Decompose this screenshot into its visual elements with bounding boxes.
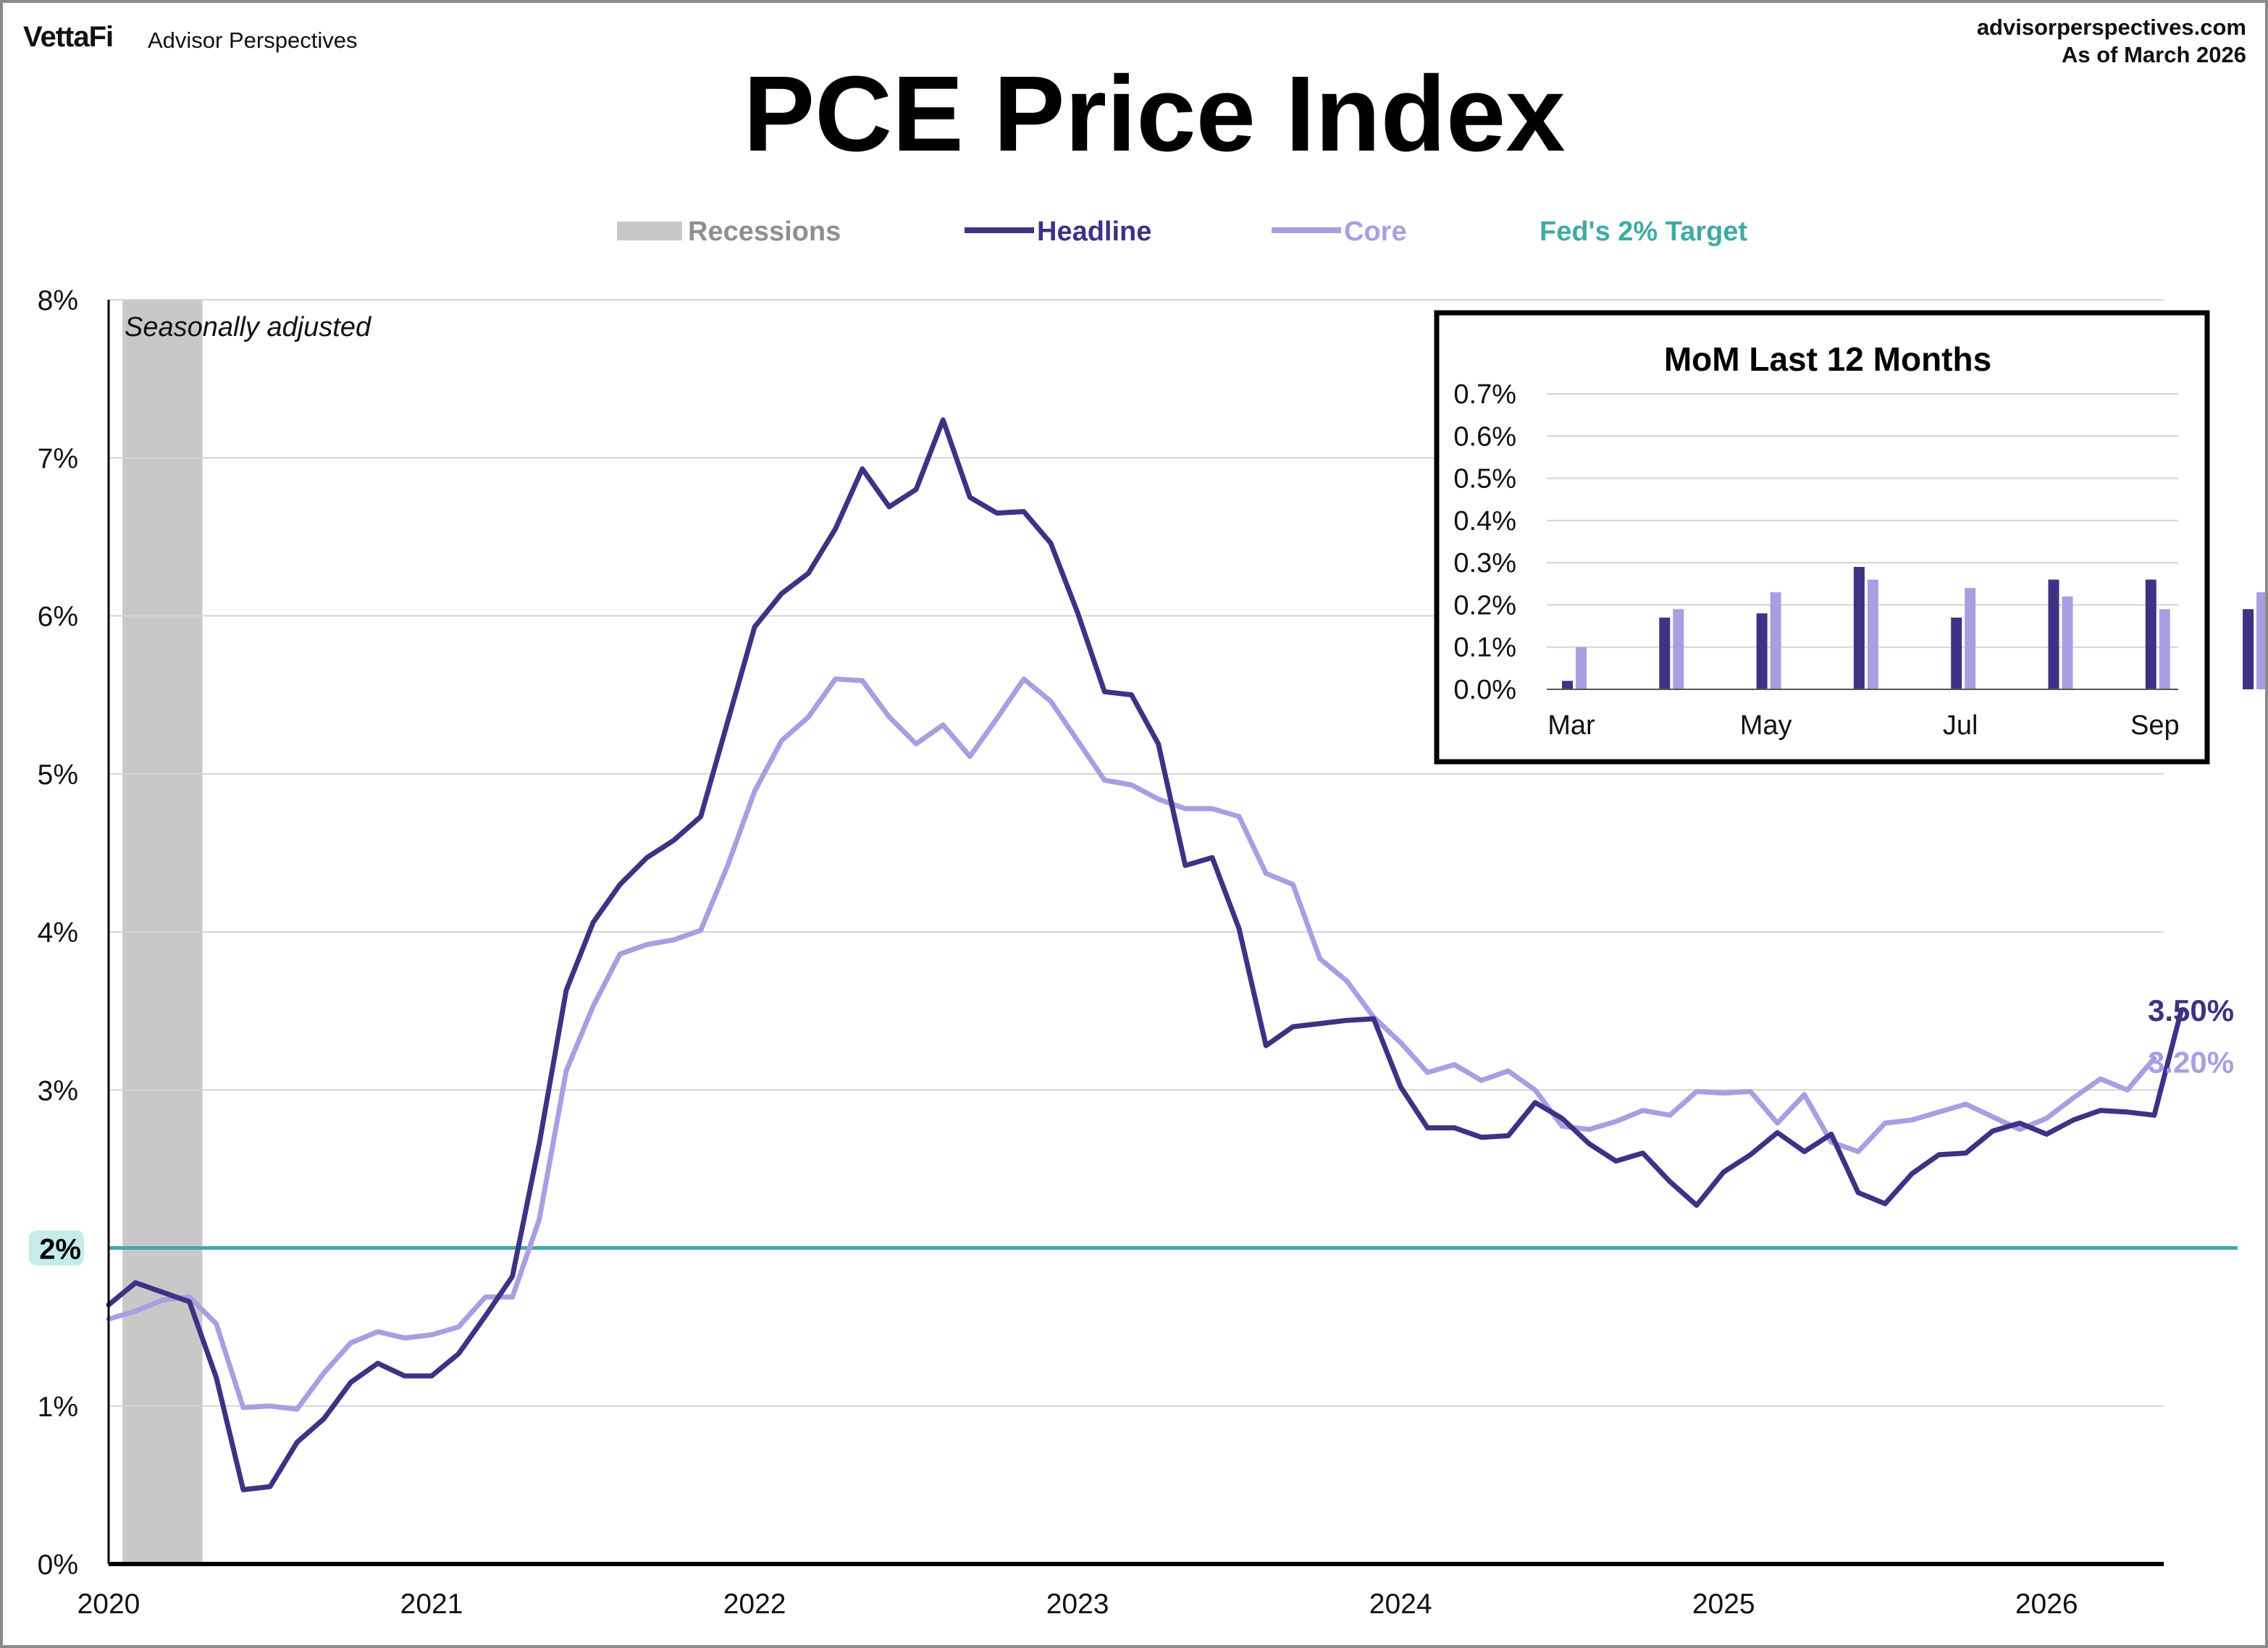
inset-title: MoM Last 12 Months bbox=[1664, 340, 1991, 378]
legend-item-recessions: Recessions bbox=[617, 216, 841, 247]
series-end-labels: 3.50% 3.20% bbox=[2148, 993, 2234, 1079]
main-y-tick-label: 1% bbox=[38, 1392, 78, 1423]
seasonally-adjusted-note: Seasonally adjusted bbox=[125, 312, 372, 342]
inset-x-tick-labels: MarMayJulSepNovJanMar bbox=[1547, 710, 2180, 741]
main-y-tick-label: 8% bbox=[38, 285, 78, 316]
main-x-tick-label: 2025 bbox=[1692, 1589, 1755, 1620]
inset-bar-core bbox=[1770, 592, 1781, 689]
inset-bar-headline bbox=[1659, 617, 1671, 689]
target-tick-label: 2% bbox=[39, 1234, 81, 1266]
main-x-tick-label: 2021 bbox=[400, 1589, 463, 1620]
main-axes bbox=[107, 300, 2164, 1566]
main-series-lines bbox=[106, 417, 2184, 1492]
inset-bar-core bbox=[2062, 596, 2073, 689]
inset-bar-core bbox=[2159, 609, 2170, 689]
mom-inset: MoM Last 12 Months 0.0%0.1%0.2%0.3%0.4%0… bbox=[1434, 310, 2265, 765]
main-y-tick-label: 0% bbox=[38, 1550, 78, 1581]
site-url: advisorperspectives.com bbox=[1977, 14, 2246, 40]
inset-y-tick-label: 0.4% bbox=[1453, 506, 1516, 537]
end-label-core: 3.20% bbox=[2148, 1046, 2234, 1080]
target-tick-highlight bbox=[29, 1230, 84, 1266]
inset-bar-headline bbox=[2145, 579, 2156, 689]
brand-logo: VettaFi bbox=[23, 21, 113, 53]
as-of-date: As of March 2026 bbox=[2062, 42, 2246, 67]
inset-y-tick-label: 0.3% bbox=[1453, 548, 1516, 579]
legend: Recessions Headline Core Fed's 2% Target bbox=[617, 216, 1747, 247]
inset-y-tick-label: 0.0% bbox=[1453, 675, 1516, 705]
inset-bar-core bbox=[1673, 609, 1684, 689]
series-line-headline bbox=[106, 417, 2184, 1492]
chart-canvas: VettaFi Advisor Perspectives advisorpers… bbox=[23, 14, 2265, 1620]
legend-label-recessions: Recessions bbox=[688, 216, 841, 247]
inset-bar-core bbox=[1867, 579, 1878, 689]
main-y-tick-label: 7% bbox=[38, 443, 78, 474]
main-y-tick-label: 6% bbox=[38, 602, 78, 633]
inset-box bbox=[1434, 310, 2210, 765]
legend-swatch-recessions bbox=[617, 222, 682, 240]
inset-bars bbox=[1562, 566, 2265, 689]
main-x-tick-labels: 2020 2021 2022 2023 2024 2025 2026 bbox=[77, 1589, 2078, 1620]
fed-target-line: 2% bbox=[29, 1230, 2238, 1266]
inset-x-tick-label: May bbox=[1740, 710, 1792, 741]
main-x-tick-label: 2020 bbox=[77, 1589, 140, 1620]
inset-bar-headline bbox=[1756, 613, 1768, 689]
main-x-tick-label: 2026 bbox=[2015, 1589, 2078, 1620]
inset-x-tick-label: Mar bbox=[1547, 710, 1595, 741]
main-x-tick-label: 2023 bbox=[1046, 1589, 1109, 1620]
legend-item-target: Fed's 2% Target bbox=[1540, 216, 1747, 247]
main-y-tick-label: 3% bbox=[38, 1075, 78, 1106]
inset-y-tick-label: 0.2% bbox=[1453, 590, 1516, 621]
inset-bar-core bbox=[1965, 588, 1976, 689]
inset-bar-headline bbox=[2243, 609, 2254, 689]
chart-title: PCE Price Index bbox=[743, 54, 1565, 174]
legend-label-target: Fed's 2% Target bbox=[1540, 216, 1747, 247]
series-line-core bbox=[106, 676, 2157, 1412]
legend-label-headline: Headline bbox=[1037, 216, 1151, 247]
main-x-tick-label: 2022 bbox=[723, 1589, 786, 1620]
legend-item-headline: Headline bbox=[965, 216, 1151, 247]
inset-bar-headline bbox=[1951, 617, 1962, 689]
main-x-tick-label: 2024 bbox=[1369, 1589, 1432, 1620]
end-label-headline: 3.50% bbox=[2148, 993, 2234, 1027]
inset-y-tick-label: 0.5% bbox=[1453, 464, 1516, 495]
main-y-tick-label: 4% bbox=[38, 917, 78, 949]
inset-y-tick-labels: 0.0% 0.1% 0.2% 0.3% 0.4% 0.5% 0.6% 0.7% bbox=[1453, 379, 1516, 705]
inset-bar-headline bbox=[1562, 681, 1573, 689]
inset-bar-core bbox=[1576, 647, 1587, 689]
inset-bar-core bbox=[2256, 592, 2265, 689]
legend-label-core: Core bbox=[1344, 216, 1407, 247]
main-y-tick-labels: 0% 1% 3% 4% 5% 6% 7% 8% bbox=[38, 285, 78, 1581]
inset-y-tick-label: 0.7% bbox=[1453, 379, 1516, 410]
inset-x-tick-label: Sep bbox=[2130, 710, 2180, 741]
inset-y-tick-label: 0.1% bbox=[1453, 633, 1516, 663]
legend-item-core: Core bbox=[1272, 216, 1407, 247]
inset-y-tick-label: 0.6% bbox=[1453, 421, 1516, 452]
inset-x-tick-label: Jul bbox=[1943, 710, 1978, 741]
inset-bar-headline bbox=[1853, 566, 1865, 689]
main-y-tick-label: 5% bbox=[38, 760, 78, 791]
brand-name: Advisor Perspectives bbox=[148, 28, 357, 53]
inset-bar-headline bbox=[2048, 579, 2059, 689]
